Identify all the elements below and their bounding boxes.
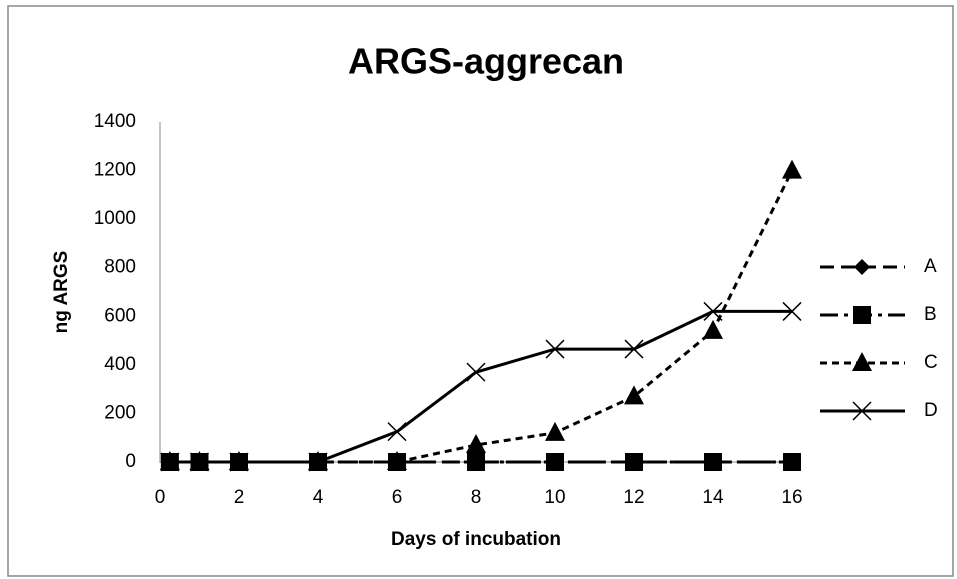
- marker: [782, 301, 802, 321]
- x-tick-label: 2: [234, 487, 245, 508]
- x-tick-label: 6: [392, 487, 403, 508]
- marker: [229, 452, 249, 472]
- marker: [625, 453, 643, 471]
- y-tick-label: 400: [104, 354, 136, 375]
- x-tick-label: 12: [623, 487, 644, 508]
- x-axis-label: Days of incubation: [391, 529, 561, 550]
- marker: [467, 453, 485, 471]
- y-tick-label: 1400: [94, 111, 136, 132]
- marker: [854, 259, 870, 275]
- x-tick-label: 8: [471, 487, 482, 508]
- marker: [782, 159, 802, 179]
- marker: [703, 319, 723, 339]
- y-tick-label: 600: [104, 305, 136, 326]
- y-tick-label: 0: [125, 451, 136, 472]
- marker: [466, 434, 486, 453]
- marker: [624, 385, 644, 405]
- chart-border: [7, 5, 954, 577]
- legend-label: A: [924, 256, 937, 277]
- series-line: [169, 309, 792, 464]
- marker: [852, 401, 872, 421]
- marker: [853, 306, 871, 324]
- marker: [160, 452, 180, 472]
- marker: [546, 453, 564, 471]
- marker: [545, 339, 565, 359]
- marker: [545, 421, 565, 441]
- legend-label: D: [924, 400, 938, 421]
- x-tick-label: 0: [155, 487, 166, 508]
- marker: [704, 453, 722, 471]
- marker: [852, 352, 872, 371]
- legend-label: B: [924, 304, 937, 325]
- y-axis-label: ng ARGS: [51, 251, 72, 334]
- marker: [466, 362, 486, 382]
- y-tick-label: 800: [104, 257, 136, 278]
- y-tick-label: 1000: [94, 208, 136, 229]
- marker: [703, 301, 723, 321]
- x-tick-label: 16: [781, 487, 802, 508]
- x-tick-label: 10: [544, 487, 565, 508]
- marker: [308, 452, 328, 472]
- y-tick-label: 1200: [94, 160, 136, 181]
- marker: [783, 453, 801, 471]
- marker: [189, 452, 210, 472]
- marker: [387, 451, 407, 470]
- chart-title: ARGS-aggrecan: [348, 41, 624, 82]
- x-tick-label: 4: [313, 487, 324, 508]
- x-tick-label: 14: [702, 487, 724, 508]
- marker: [624, 339, 644, 359]
- legend-label: C: [924, 352, 938, 373]
- y-tick-label: 200: [104, 402, 136, 423]
- marker: [387, 422, 407, 442]
